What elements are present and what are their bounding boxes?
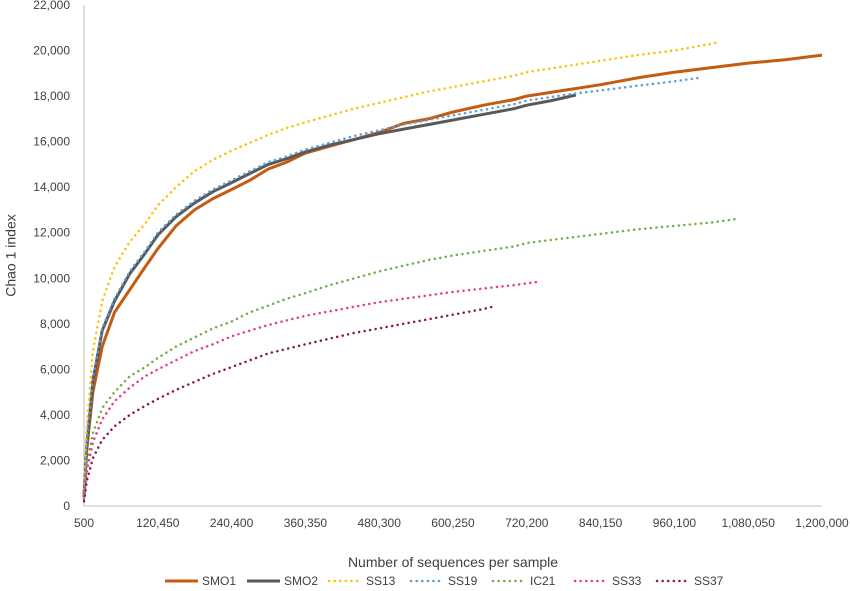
series-line-ic21 (82, 217, 738, 501)
series-line-ss19 (82, 76, 701, 499)
x-tick-label: 840,150 (579, 516, 623, 530)
y-tick-label: 10,000 (33, 271, 70, 285)
x-tick-label: 480,300 (358, 516, 402, 530)
y-axis-title: Chao 1 index (3, 214, 19, 297)
x-tick-label: 240,400 (210, 516, 254, 530)
x-tick-labels: 500 120,450 240,400 360,350 480,300 600,250 72… (74, 516, 849, 530)
y-tick-label: 14,000 (33, 180, 70, 194)
legend-label-smo2: SMO2 (284, 574, 318, 588)
legend-label-smo1: SMO1 (202, 574, 236, 588)
y-tick-label: 22,000 (33, 0, 70, 12)
x-axis-title: Number of sequences per sample (348, 554, 558, 570)
legend-label-ss19: SS19 (448, 574, 478, 588)
y-tick-label: 6,000 (40, 362, 70, 376)
y-tick-label: 16,000 (33, 135, 70, 149)
legend: SMO1 SMO2 SS13 SS19 IC21 SS33 SS37 (165, 574, 724, 588)
y-tick-label: 12,000 (33, 226, 70, 240)
series-line-ss33 (82, 280, 541, 501)
legend-label-ic21: IC21 (530, 574, 556, 588)
x-tick-label: 720,200 (505, 516, 549, 530)
series-layer (82, 41, 823, 503)
y-tick-label: 4,000 (40, 408, 70, 422)
x-tick-label: 1,080,050 (722, 516, 776, 530)
y-tick-label: 20,000 (33, 44, 70, 58)
series-line-ss13 (82, 41, 719, 496)
y-tick-label: 2,000 (40, 453, 70, 467)
x-tick-label: 1,200,000 (795, 516, 849, 530)
x-tick-label: 120,450 (136, 516, 180, 530)
y-tick-label: 8,000 (40, 317, 70, 331)
legend-label-ss33: SS33 (612, 574, 642, 588)
y-tick-label: 18,000 (33, 89, 70, 103)
x-tick-label: 960,100 (653, 516, 697, 530)
legend-label-ss37: SS37 (694, 574, 724, 588)
legend-label-ss13: SS13 (366, 574, 396, 588)
x-tick-label: 500 (74, 516, 94, 530)
x-tick-label: 360,350 (284, 516, 328, 530)
y-tick-labels: 0 2,000 4,000 6,000 8,000 10,000 12,000 14,000 1… (33, 0, 70, 513)
x-tick-label: 600,250 (431, 516, 475, 530)
series-line-ss37 (82, 305, 495, 503)
axes (83, 5, 822, 507)
y-tick-label: 0 (63, 499, 70, 513)
series-line-smo2 (82, 93, 577, 497)
